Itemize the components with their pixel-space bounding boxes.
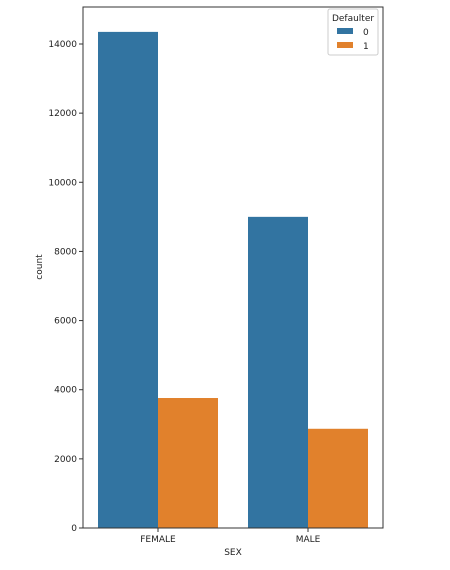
- y-tick-label: 4000: [54, 386, 77, 396]
- x-tick-label-male: MALE: [296, 535, 321, 545]
- x-tick-label-female: FEMALE: [140, 535, 176, 545]
- y-tick-label: 12000: [48, 109, 77, 119]
- x-axis-label: SEX: [224, 548, 242, 558]
- y-tick-label: 0: [71, 524, 77, 534]
- y-tick-label: 6000: [54, 317, 77, 327]
- y-tick-label: 10000: [48, 178, 77, 188]
- y-axis: 0 2000 4000 6000 8000 10000 12000 14000: [48, 40, 83, 534]
- y-tick-label: 2000: [54, 455, 77, 465]
- bar-female-series-1: [158, 398, 218, 528]
- plot-frame: [82, 6, 384, 529]
- legend-label-0: 0: [363, 28, 369, 38]
- bars-layer: [98, 31, 368, 528]
- x-axis: FEMALE MALE: [140, 528, 321, 545]
- legend-title: Defaulter: [332, 14, 374, 24]
- legend-swatch-0: [337, 28, 353, 34]
- y-axis-label: count: [35, 254, 45, 280]
- y-tick-label: 8000: [54, 247, 77, 257]
- bar-male-series-0: [248, 216, 308, 528]
- axes-layer: [82, 6, 384, 529]
- bar-female-series-0: [98, 31, 158, 528]
- bar-male-series-1: [308, 428, 368, 528]
- legend-swatch-1: [337, 42, 353, 48]
- legend: Defaulter 0 1: [327, 8, 379, 56]
- y-tick-label: 14000: [48, 40, 77, 50]
- legend-label-1: 1: [363, 42, 369, 52]
